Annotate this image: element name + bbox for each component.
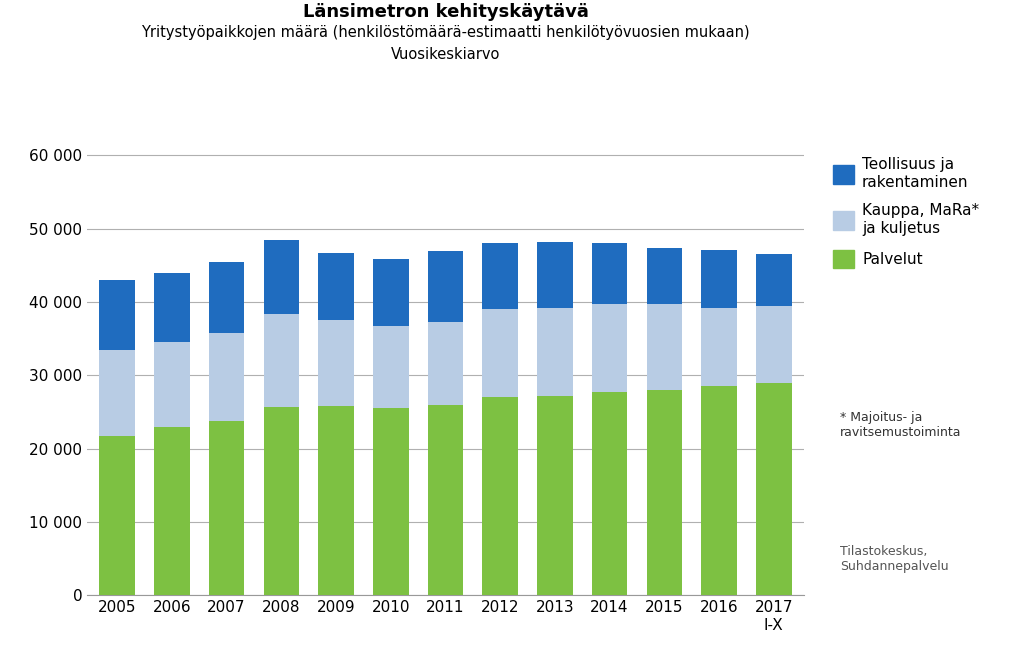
Bar <box>538 396 572 595</box>
Bar <box>592 244 628 304</box>
Bar <box>646 390 682 595</box>
Bar <box>756 306 792 383</box>
Bar <box>538 308 572 396</box>
Bar <box>592 392 628 595</box>
Bar <box>154 427 189 595</box>
Bar <box>209 262 245 332</box>
Bar <box>373 326 409 408</box>
Bar <box>263 314 299 407</box>
Bar <box>701 386 737 595</box>
Bar <box>428 252 463 322</box>
Bar <box>538 242 572 308</box>
Bar <box>209 421 245 595</box>
Bar <box>263 240 299 314</box>
Bar <box>318 320 353 406</box>
Bar <box>318 253 353 320</box>
Bar <box>154 343 189 427</box>
Bar <box>756 383 792 595</box>
Bar <box>646 304 682 390</box>
Bar <box>428 322 463 405</box>
Bar <box>482 244 518 309</box>
Text: Länsimetron kehityskäytävä: Länsimetron kehityskäytävä <box>302 3 589 21</box>
Bar <box>263 407 299 595</box>
Text: Vuosikeskiarvo: Vuosikeskiarvo <box>391 47 500 62</box>
Bar <box>99 436 135 595</box>
Bar <box>318 406 353 595</box>
Bar <box>373 408 409 595</box>
Bar <box>756 254 792 306</box>
Bar <box>701 308 737 386</box>
Bar <box>373 260 409 326</box>
Bar <box>592 304 628 392</box>
Text: Yritystyöpaikkojen määrä (henkilöstömäärä-estimaatti henkilötyövuosien mukaan): Yritystyöpaikkojen määrä (henkilöstömäär… <box>141 25 750 40</box>
Text: * Majoitus- ja
ravitsemustoiminta: * Majoitus- ja ravitsemustoiminta <box>840 411 962 440</box>
Bar <box>154 272 189 343</box>
Bar <box>209 332 245 421</box>
Bar <box>99 280 135 351</box>
Bar <box>482 309 518 397</box>
Bar <box>99 351 135 436</box>
Text: Tilastokeskus,
Suhdannepalvelu: Tilastokeskus, Suhdannepalvelu <box>840 545 948 573</box>
Legend: Teollisuus ja
rakentaminen, Kauppa, MaRa*
ja kuljetus, Palvelut: Teollisuus ja rakentaminen, Kauppa, MaRa… <box>833 157 979 268</box>
Bar <box>428 405 463 595</box>
Bar <box>701 250 737 308</box>
Bar <box>482 397 518 595</box>
Bar <box>646 248 682 304</box>
